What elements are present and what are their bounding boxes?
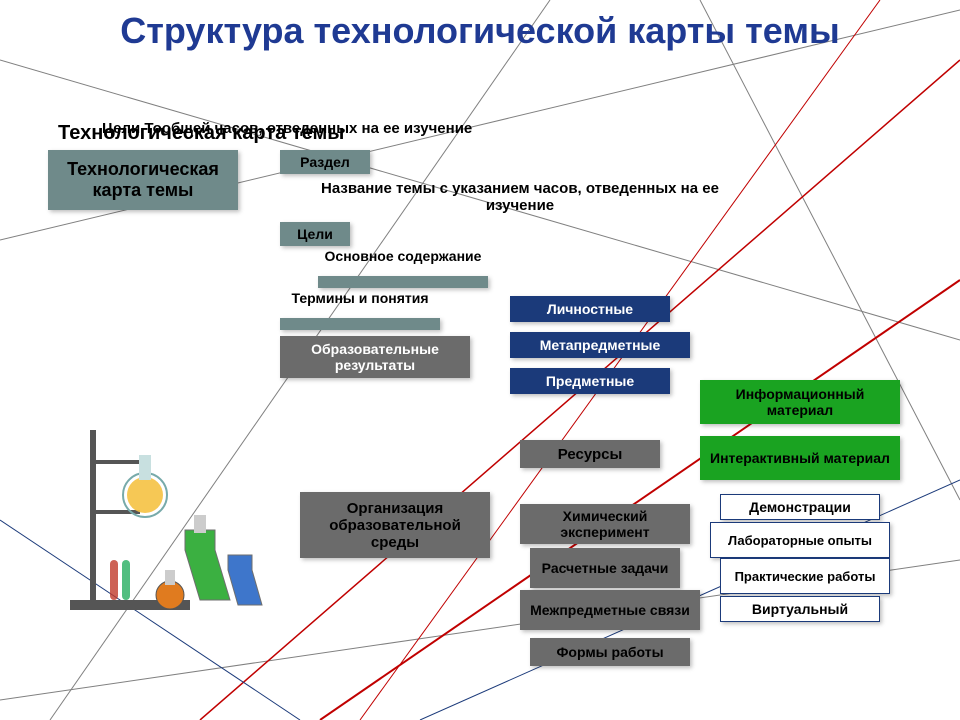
result-box-2: Предметные [510,368,670,394]
gray-mid-box-3: Формы работы [530,638,690,666]
resources-box-0: Ресурсы [520,440,660,468]
col1-box-label-3: Термины и понятия [280,290,440,306]
gray-mid-box-0: Химический эксперимент [520,504,690,544]
org-env-box-0: Организация образовательной среды [300,492,490,558]
result-box-1: Метапредметные [510,332,690,358]
title-text: Структура технологической карты темы [120,10,839,51]
main-card-box: Технологическая карта темы [48,150,238,210]
col1-box-bar-3 [280,318,440,330]
green-box-0: Информационный материал [700,380,900,424]
overlap-text-2: Цели Тообщей часов, отведенных на ее изу… [102,120,472,137]
theme-name-text: Название темы с указанием часов, отведен… [290,180,750,214]
green-box-1: Интерактивный материал [700,436,900,480]
gray-mid-box-1: Расчетные задачи [530,548,680,588]
col1-box-0: Раздел [280,150,370,174]
white-box-1: Лабораторные опыты [710,522,890,558]
white-box-2: Практические работы [720,558,890,594]
col1-box-bar-2 [318,276,488,288]
chemistry-illustration [50,400,270,620]
page-title: Структура технологической карты темы [0,10,960,52]
col1-box-label-2: Основное содержание [318,248,488,264]
white-box-3: Виртуальный [720,596,880,622]
main-card-label: Технологическая карта темы [58,159,228,201]
col1-box-4: Образовательные результаты [280,336,470,378]
result-box-0: Личностные [510,296,670,322]
theme-name-label: Название темы с указанием часов, отведен… [321,180,719,214]
gray-mid-box-2: Межпредметные связи [520,590,700,630]
col1-box-1: Цели [280,222,350,246]
white-box-0: Демонстрации [720,494,880,520]
